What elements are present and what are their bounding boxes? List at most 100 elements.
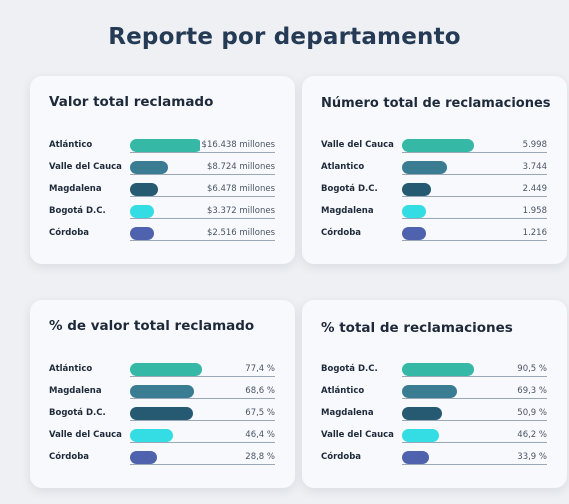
bar-track: 69,3 %: [402, 385, 547, 399]
bar-row: Valle del Cauca 46,2 %: [302, 427, 547, 449]
bar: [130, 363, 202, 376]
value-label: 28,8 %: [243, 452, 275, 462]
chart-title: % de valor total reclamado: [49, 318, 255, 334]
bar-row: Valle del Cauca 46,4 %: [30, 427, 275, 449]
value-label: 77,4 %: [243, 364, 275, 374]
bar: [402, 363, 474, 376]
bar-track: 46,4 %: [130, 429, 275, 443]
chart-card-porcentaje-valor: % de valor total reclamado Atlántico 77,4…: [30, 300, 295, 488]
category-label: Córdoba: [49, 228, 90, 238]
bar-row: Atlántico $16.438 millones: [30, 137, 275, 159]
bar-row: Atlántico 77,4 %: [30, 361, 275, 383]
bar-track: $8.724 millones: [130, 161, 275, 175]
value-label: 1.216: [520, 228, 547, 238]
bar: [402, 205, 426, 218]
bar-track: 5.998: [402, 139, 547, 153]
bar: [402, 385, 458, 398]
value-label: $6.478 millones: [204, 184, 275, 194]
bar-track: 46,2 %: [402, 429, 547, 443]
category-label: Bogotá D.C.: [321, 364, 378, 374]
bar-row: Córdoba 28,8 %: [30, 449, 275, 471]
chart-title: Número total de reclamaciones: [321, 96, 551, 111]
value-label: 46,2 %: [515, 430, 547, 440]
bar-row: Bogotá D.C. 67,5 %: [30, 405, 275, 427]
value-label: $8.724 millones: [204, 162, 275, 172]
category-label: Atlántico: [321, 386, 365, 396]
bar-row: Magdalena 68,6 %: [30, 383, 275, 405]
bar: [402, 451, 429, 464]
category-label: Magdalena: [321, 408, 374, 418]
value-label: 3.744: [520, 162, 547, 172]
value-label: $3.372 millones: [204, 206, 275, 216]
bar: [130, 385, 194, 398]
category-label: Magdalena: [321, 206, 374, 216]
value-label: $16.438 millones: [199, 140, 275, 150]
category-label: Valle del Cauca: [321, 140, 394, 150]
value-label: 50,9 %: [515, 408, 547, 418]
bar-row: Bogotá D.C. $3.372 millones: [30, 203, 275, 225]
value-label: 2.449: [520, 184, 547, 194]
value-label: 1.958: [520, 206, 547, 216]
bar-row: Córdoba 33,9 %: [302, 449, 547, 471]
bar-track: 1.216: [402, 227, 547, 241]
value-label: 69,3 %: [515, 386, 547, 396]
bar-row: Valle del Cauca 5.998: [302, 137, 547, 159]
bar-track: 33,9 %: [402, 451, 547, 465]
bar: [402, 429, 439, 442]
chart-card-porcentaje-reclamaciones: % total de reclamaciones Bogotá D.C. 90,5…: [302, 300, 567, 488]
bar-track: 28,8 %: [130, 451, 275, 465]
bar-row: Bogotá D.C. 90,5 %: [302, 361, 547, 383]
bar: [402, 227, 426, 240]
value-label: 90,5 %: [515, 364, 547, 374]
value-label: 46,4 %: [243, 430, 275, 440]
bar-row: Magdalena 50,9 %: [302, 405, 547, 427]
category-label: Atlántico: [49, 364, 93, 374]
bar: [130, 429, 174, 442]
bar-track: $3.372 millones: [130, 205, 275, 219]
category-label: Córdoba: [49, 452, 90, 462]
bar-track: $2.516 millones: [130, 227, 275, 241]
bar-track: 1.958: [402, 205, 547, 219]
value-label: 67,5 %: [243, 408, 275, 418]
bar-track: 90,5 %: [402, 363, 547, 377]
page-title: Reporte por departamento: [108, 24, 461, 50]
category-label: Bogotá D.C.: [49, 206, 106, 216]
bar: [130, 183, 159, 196]
bar-row: Valle del Cauca $8.724 millones: [30, 159, 275, 181]
bar: [130, 161, 169, 174]
category-label: Córdoba: [321, 452, 362, 462]
bar: [402, 183, 432, 196]
bar-row: Magdalena $6.478 millones: [30, 181, 275, 203]
bar-track: 3.744: [402, 161, 547, 175]
value-label: 68,6 %: [243, 386, 275, 396]
category-label: Valle del Cauca: [321, 430, 394, 440]
bar: [130, 451, 157, 464]
bar: [402, 139, 474, 152]
value-label: 5.998: [520, 140, 547, 150]
category-label: Valle del Cauca: [49, 162, 122, 172]
chart-title: Valor total reclamado: [49, 94, 214, 110]
category-label: Córdoba: [321, 228, 362, 238]
category-label: Magdalena: [49, 184, 102, 194]
bar-row: Córdoba $2.516 millones: [30, 225, 275, 247]
category-label: Bogotá D.C.: [321, 184, 378, 194]
bar-track: 2.449: [402, 183, 547, 197]
bar: [130, 205, 154, 218]
bar-row: Atlántico 69,3 %: [302, 383, 547, 405]
category-label: Magdalena: [49, 386, 102, 396]
chart-card-numero-reclamaciones: Número total de reclamaciones Valle del …: [302, 76, 567, 264]
bar: [130, 227, 154, 240]
value-label: $2.516 millones: [204, 228, 275, 238]
chart-card-valor-total: Valor total reclamado Atlántico $16.438 m…: [30, 76, 295, 264]
category-label: Valle del Cauca: [49, 430, 122, 440]
category-label: Atlantico: [321, 162, 365, 172]
bar-row: Córdoba 1.216: [302, 225, 547, 247]
bar-row: Atlantico 3.744: [302, 159, 547, 181]
value-label: 33,9 %: [515, 452, 547, 462]
bar: [402, 407, 443, 420]
category-label: Atlántico: [49, 140, 93, 150]
bar-track: 50,9 %: [402, 407, 547, 421]
bar-track: 68,6 %: [130, 385, 275, 399]
bar-track: 77,4 %: [130, 363, 275, 377]
bar-track: 67,5 %: [130, 407, 275, 421]
